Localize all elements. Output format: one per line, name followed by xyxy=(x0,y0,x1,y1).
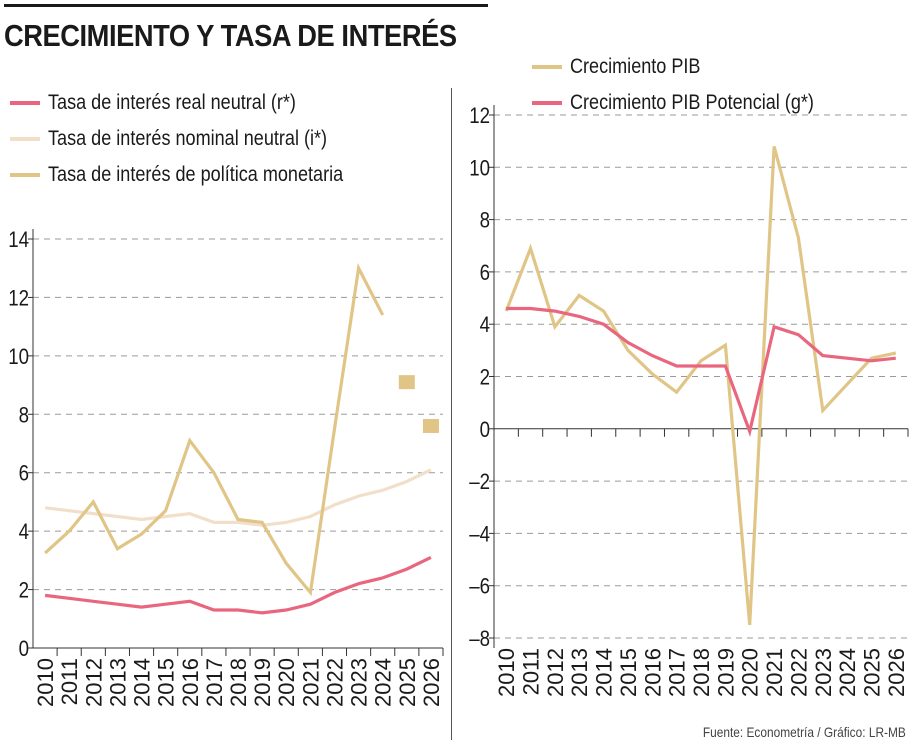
series-line-1 xyxy=(506,306,896,437)
x-tick-label: 2011 xyxy=(57,658,82,705)
projection-marker xyxy=(422,418,439,433)
title-rule xyxy=(4,4,488,7)
x-tick-label: 2020 xyxy=(738,648,763,697)
legend-swatch-pib-potencial xyxy=(532,101,562,105)
legend-label-pib: Crecimiento PIB xyxy=(570,55,701,78)
legend-item-pib-potencial: Crecimiento PIB Potencial (g*) xyxy=(532,85,854,121)
x-tick-label: 2025 xyxy=(859,648,884,697)
y-tick-label: 8 xyxy=(480,209,490,233)
x-tick-label: 2013 xyxy=(567,648,592,697)
x-tick-label: 2012 xyxy=(81,658,106,707)
series-line-2 xyxy=(44,263,385,597)
x-tick-label: 2019 xyxy=(250,658,275,707)
legend-left: Tasa de interés real neutral (r*) Tasa d… xyxy=(10,85,391,193)
x-tick-label: 2018 xyxy=(226,658,251,707)
legend-swatch-pib xyxy=(532,65,562,69)
series-line-0 xyxy=(44,555,432,615)
legend-item-i: Tasa de interés nominal neutral (i*) xyxy=(10,121,391,157)
legend-swatch-policy xyxy=(10,173,40,177)
y-tick-label: –6 xyxy=(469,575,490,599)
x-tick-label: 2016 xyxy=(640,648,665,697)
x-tick-label: 2017 xyxy=(202,658,227,707)
x-tick-label: 2021 xyxy=(762,648,787,697)
y-tick-label: 0 xyxy=(480,418,490,442)
x-tick-label: 2025 xyxy=(395,658,420,707)
y-tick-label: –8 xyxy=(469,628,490,652)
legend-right: Crecimiento PIB Crecimiento PIB Potencia… xyxy=(532,49,854,121)
x-tick-label: 2021 xyxy=(298,658,323,707)
y-tick-label: 0 xyxy=(19,638,29,662)
legend-label-pib-potencial: Crecimiento PIB Potencial (g*) xyxy=(570,91,814,114)
y-tick-label: 12 xyxy=(8,287,29,311)
y-tick-label: 2 xyxy=(480,366,490,390)
legend-label-policy: Tasa de interés de política monetaria xyxy=(48,163,344,186)
x-tick-label: 2019 xyxy=(713,648,738,697)
x-tick-label: 2020 xyxy=(274,658,299,707)
legend-label-r: Tasa de interés real neutral (r*) xyxy=(48,91,296,114)
legend-item-r: Tasa de interés real neutral (r*) xyxy=(10,85,391,121)
y-tick-label: 8 xyxy=(19,404,29,428)
x-tick-label: 2014 xyxy=(130,658,155,707)
y-tick-label: –2 xyxy=(469,471,490,495)
x-tick-label: 2014 xyxy=(592,648,617,697)
y-tick-label: 10 xyxy=(469,157,490,181)
x-tick-label: 2023 xyxy=(347,658,372,707)
x-tick-label: 2022 xyxy=(786,648,811,697)
y-tick-label: 6 xyxy=(480,262,490,286)
page-title: CRECIMIENTO Y TASA DE INTERÉS xyxy=(4,18,457,53)
y-tick-label: 2 xyxy=(19,579,29,603)
y-tick-label: 10 xyxy=(8,346,29,370)
x-tick-label: 2017 xyxy=(665,648,690,697)
legend-item-policy: Tasa de interés de política monetaria xyxy=(10,157,391,193)
x-tick-label: 2015 xyxy=(154,658,179,707)
source-note: Fuente: Econometría / Gráfico: LR-MB xyxy=(702,724,906,740)
x-tick-label: 2022 xyxy=(322,658,347,707)
x-tick-label: 2010 xyxy=(33,658,58,707)
x-tick-label: 2023 xyxy=(811,648,836,697)
x-tick-label: 2016 xyxy=(178,658,203,707)
x-tick-label: 2013 xyxy=(105,658,130,707)
y-tick-label: 6 xyxy=(19,462,29,486)
legend-swatch-i xyxy=(10,137,40,141)
projection-marker xyxy=(398,375,415,390)
x-tick-label: 2026 xyxy=(884,648,909,697)
y-tick-label: –4 xyxy=(469,523,490,547)
x-tick-label: 2018 xyxy=(689,648,714,697)
x-tick-label: 2024 xyxy=(371,658,396,707)
panel-divider xyxy=(451,88,452,740)
series-line-1 xyxy=(44,468,432,527)
y-tick-label: 14 xyxy=(8,229,29,253)
series-line-0 xyxy=(504,145,897,626)
x-tick-label: 2012 xyxy=(543,648,568,697)
x-tick-label: 2015 xyxy=(616,648,641,697)
y-tick-label: 12 xyxy=(469,105,490,129)
x-tick-label: 2024 xyxy=(835,648,860,697)
x-tick-label: 2011 xyxy=(519,648,544,695)
x-tick-label: 2026 xyxy=(419,658,444,707)
legend-swatch-r xyxy=(10,101,40,105)
y-tick-label: 4 xyxy=(480,314,490,338)
x-tick-label: 2010 xyxy=(494,648,519,697)
y-tick-label: 4 xyxy=(19,521,29,545)
legend-label-i: Tasa de interés nominal neutral (i*) xyxy=(48,127,328,150)
legend-item-pib: Crecimiento PIB xyxy=(532,49,854,85)
